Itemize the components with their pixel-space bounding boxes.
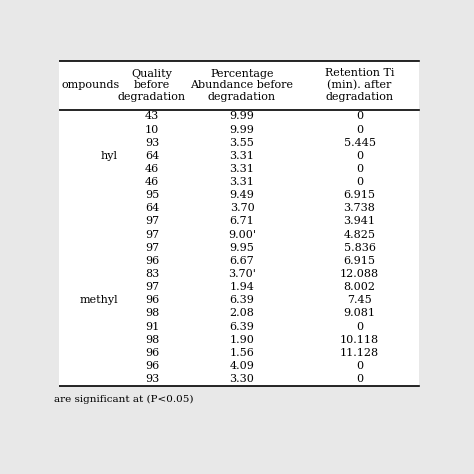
Text: 9.99: 9.99 bbox=[229, 125, 255, 135]
Text: Percentage
Abundance before
degradation: Percentage Abundance before degradation bbox=[191, 69, 293, 102]
Text: ompounds: ompounds bbox=[62, 80, 120, 90]
Text: 5.445: 5.445 bbox=[344, 137, 375, 147]
Text: 10: 10 bbox=[145, 125, 159, 135]
Text: 95: 95 bbox=[145, 190, 159, 200]
Text: 3.31: 3.31 bbox=[229, 151, 255, 161]
Text: 9.99: 9.99 bbox=[229, 111, 255, 121]
Text: 0: 0 bbox=[356, 164, 363, 174]
Text: 3.70': 3.70' bbox=[228, 269, 256, 279]
Text: 5.836: 5.836 bbox=[344, 243, 375, 253]
Text: 9.49: 9.49 bbox=[229, 190, 255, 200]
Text: 11.128: 11.128 bbox=[340, 348, 379, 358]
Text: 1.56: 1.56 bbox=[229, 348, 255, 358]
Text: 7.45: 7.45 bbox=[347, 295, 372, 305]
Text: 98: 98 bbox=[145, 335, 159, 345]
Text: 0: 0 bbox=[356, 177, 363, 187]
Text: 96: 96 bbox=[145, 256, 159, 266]
Text: are significant at (P<0.05): are significant at (P<0.05) bbox=[54, 395, 193, 404]
Text: 96: 96 bbox=[145, 361, 159, 371]
Text: hyl: hyl bbox=[101, 151, 118, 161]
Text: methyl: methyl bbox=[80, 295, 118, 305]
Text: 93: 93 bbox=[145, 137, 159, 147]
Text: Retention Ti
(min). after
degradation: Retention Ti (min). after degradation bbox=[325, 68, 394, 102]
Text: 0: 0 bbox=[356, 125, 363, 135]
Text: 97: 97 bbox=[145, 243, 159, 253]
Text: 3.941: 3.941 bbox=[344, 217, 375, 227]
Text: 1.94: 1.94 bbox=[229, 282, 255, 292]
Text: 3.30: 3.30 bbox=[229, 374, 255, 384]
Text: 97: 97 bbox=[145, 217, 159, 227]
Text: 3.738: 3.738 bbox=[344, 203, 375, 213]
Text: 0: 0 bbox=[356, 111, 363, 121]
Text: 3.31: 3.31 bbox=[229, 164, 255, 174]
Text: 96: 96 bbox=[145, 295, 159, 305]
Text: 0: 0 bbox=[356, 374, 363, 384]
Text: 64: 64 bbox=[145, 151, 159, 161]
Text: 6.915: 6.915 bbox=[344, 256, 375, 266]
Text: 8.002: 8.002 bbox=[344, 282, 375, 292]
Text: 9.00': 9.00' bbox=[228, 229, 256, 240]
Text: 98: 98 bbox=[145, 309, 159, 319]
Text: 10.118: 10.118 bbox=[340, 335, 379, 345]
Text: 97: 97 bbox=[145, 282, 159, 292]
Text: 46: 46 bbox=[145, 164, 159, 174]
Text: 83: 83 bbox=[145, 269, 159, 279]
Text: 4.825: 4.825 bbox=[344, 229, 375, 240]
Text: 6.915: 6.915 bbox=[344, 190, 375, 200]
Text: 93: 93 bbox=[145, 374, 159, 384]
Text: 6.39: 6.39 bbox=[229, 321, 255, 332]
Text: 46: 46 bbox=[145, 177, 159, 187]
Text: 3.55: 3.55 bbox=[229, 137, 255, 147]
Text: 3.31: 3.31 bbox=[229, 177, 255, 187]
Text: 6.39: 6.39 bbox=[229, 295, 255, 305]
Text: 0: 0 bbox=[356, 361, 363, 371]
Text: 9.081: 9.081 bbox=[344, 309, 375, 319]
Text: 96: 96 bbox=[145, 348, 159, 358]
Text: 1.90: 1.90 bbox=[229, 335, 255, 345]
Text: 91: 91 bbox=[145, 321, 159, 332]
Text: 64: 64 bbox=[145, 203, 159, 213]
Text: 43: 43 bbox=[145, 111, 159, 121]
Text: 6.71: 6.71 bbox=[229, 217, 255, 227]
Text: 97: 97 bbox=[145, 229, 159, 240]
Text: 9.95: 9.95 bbox=[229, 243, 255, 253]
Text: 2.08: 2.08 bbox=[229, 309, 255, 319]
Text: Quality
before
degradation: Quality before degradation bbox=[118, 69, 186, 102]
Text: 3.70: 3.70 bbox=[229, 203, 255, 213]
Text: 12.088: 12.088 bbox=[340, 269, 379, 279]
Text: 0: 0 bbox=[356, 151, 363, 161]
Bar bbox=[52, 61, 419, 386]
Text: 4.09: 4.09 bbox=[229, 361, 255, 371]
Text: 0: 0 bbox=[356, 321, 363, 332]
Text: 6.67: 6.67 bbox=[229, 256, 255, 266]
